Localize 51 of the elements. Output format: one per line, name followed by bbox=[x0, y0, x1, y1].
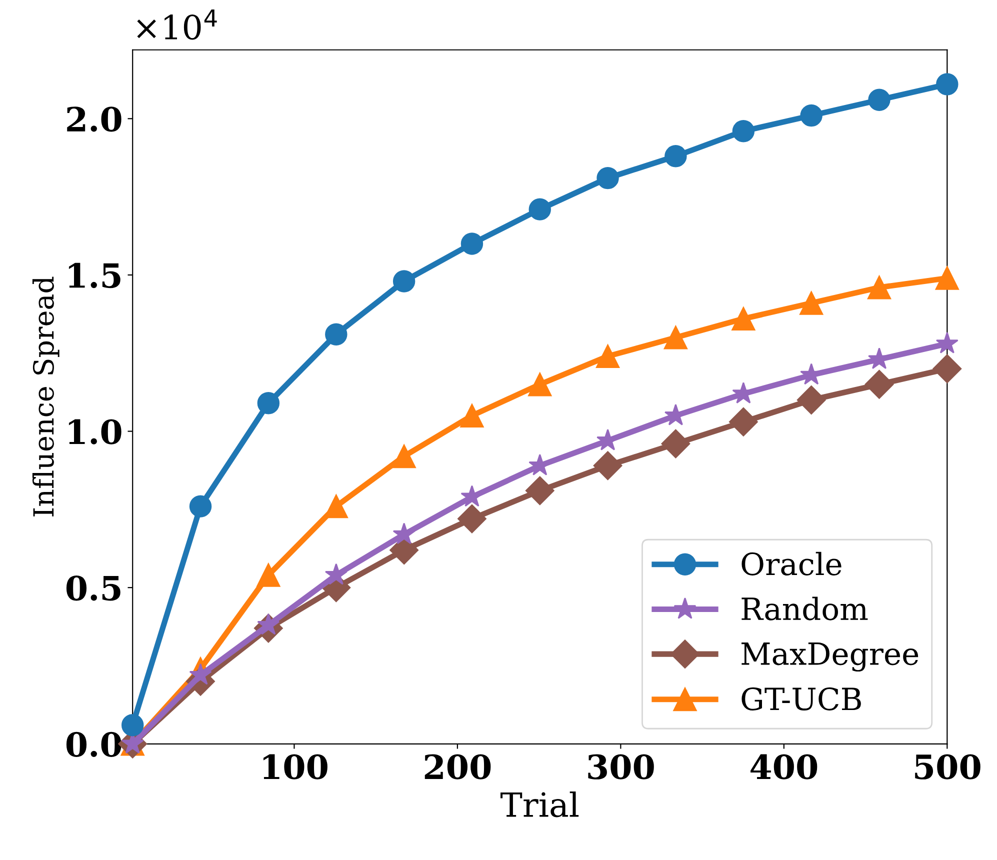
point bbox=[593, 451, 622, 480]
point bbox=[664, 145, 687, 168]
point bbox=[460, 404, 484, 428]
point bbox=[596, 166, 619, 190]
point bbox=[392, 522, 416, 544]
point bbox=[868, 88, 890, 112]
x-axis-title: Trial bbox=[500, 791, 579, 818]
point bbox=[121, 714, 144, 736]
point bbox=[525, 476, 554, 506]
point bbox=[732, 120, 755, 142]
point bbox=[732, 306, 756, 331]
point bbox=[257, 392, 280, 414]
x-tick-label: 400 bbox=[750, 754, 818, 780]
y-tick-label: 1.5 bbox=[68, 262, 120, 288]
y-tick-label: 1.0 bbox=[68, 419, 122, 444]
y-tick-label: 2.0 bbox=[67, 106, 122, 132]
y-tick-label: 0.5 bbox=[66, 576, 120, 601]
y-axis-title: Influence Spread bbox=[32, 276, 60, 516]
point bbox=[256, 563, 280, 587]
point bbox=[800, 104, 822, 127]
point bbox=[324, 563, 348, 585]
point bbox=[728, 407, 758, 436]
point bbox=[392, 270, 416, 292]
legend-label: Oracle bbox=[742, 552, 842, 576]
point bbox=[596, 344, 620, 368]
point bbox=[528, 372, 552, 396]
x-tick-label: 100 bbox=[263, 754, 328, 780]
point bbox=[796, 386, 826, 414]
legend-label: Random bbox=[742, 596, 868, 620]
text: ×10$^{4}$ bbox=[137, 9, 217, 40]
point bbox=[932, 354, 962, 384]
legend-label: MaxDegree bbox=[742, 642, 918, 672]
point bbox=[392, 444, 416, 468]
legend-label: GT-UCB bbox=[742, 687, 861, 710]
point bbox=[935, 266, 959, 290]
x-tick-label: 200 bbox=[424, 754, 491, 780]
x-tick-label: 300 bbox=[588, 754, 654, 780]
point bbox=[325, 323, 348, 346]
point bbox=[867, 276, 892, 300]
point bbox=[936, 73, 958, 96]
point bbox=[661, 429, 690, 458]
point bbox=[528, 198, 551, 220]
point bbox=[864, 370, 894, 399]
point bbox=[458, 504, 486, 534]
point bbox=[800, 291, 824, 315]
point bbox=[936, 332, 958, 354]
y-tick-label: 0.0 bbox=[66, 732, 122, 758]
point bbox=[664, 326, 688, 350]
point bbox=[460, 232, 484, 255]
point bbox=[189, 495, 212, 518]
x-tick-label: 500 bbox=[915, 754, 980, 780]
